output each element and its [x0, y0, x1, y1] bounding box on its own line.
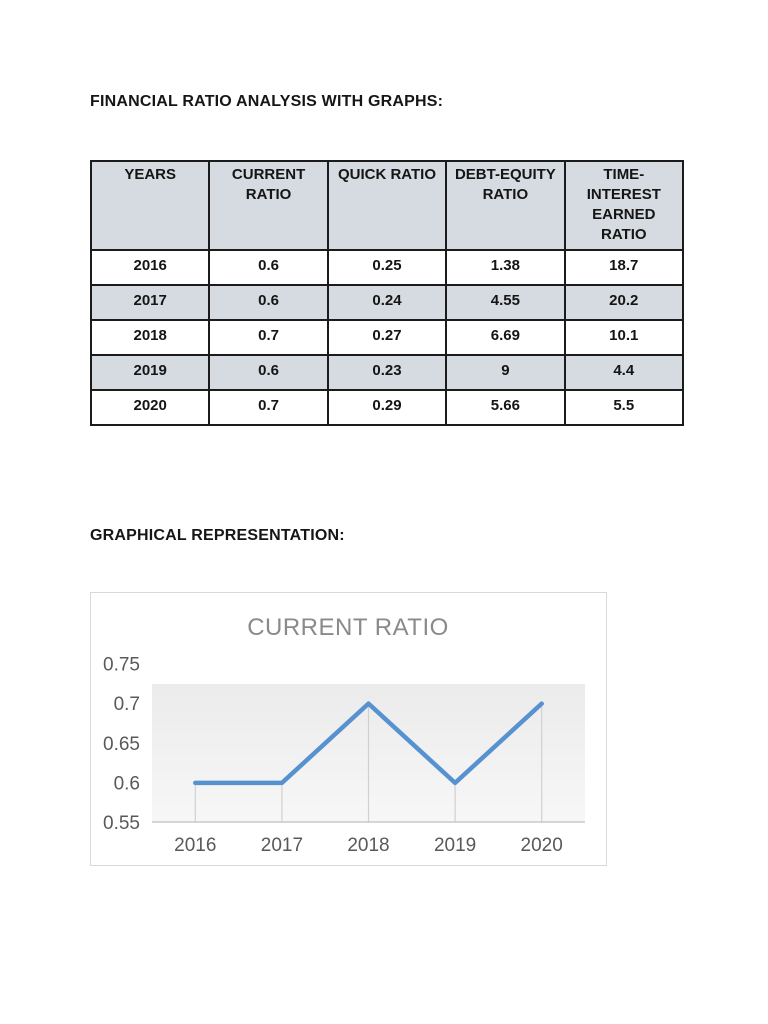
table-row-2016: 2016 0.6 0.25 1.38 18.7	[89, 249, 685, 286]
table-header-current-ratio: CURRENT RATIO	[208, 160, 329, 251]
year-cell: 2018	[89, 319, 211, 356]
x-tick-label: 2017	[261, 835, 303, 856]
debt-equity-cell: 4.55	[445, 284, 566, 321]
table-row-2019: 2019 0.6 0.23 9 4.4	[89, 354, 685, 391]
current-ratio-cell: 0.7	[208, 389, 329, 426]
x-tick-label: 2020	[521, 835, 563, 856]
current-ratio-cell: 0.6	[208, 284, 329, 321]
chart-title: CURRENT RATIO	[247, 614, 449, 641]
table-header-years: YEARS	[89, 160, 211, 251]
current-ratio-chart: 0.55 0.6 0.65 0.7 0.75 2016 2017 2018 2019 2020 …	[90, 592, 607, 866]
debt-equity-cell: 6.69	[445, 319, 566, 356]
table-header-time-interest-earned-ratio: TIME-INTEREST EARNED RATIO	[563, 160, 685, 251]
x-tick-label: 2019	[434, 835, 476, 856]
time-interest-cell: 10.1	[563, 319, 685, 356]
table-header-row: YEARS CURRENT RATIO QUICK RATIO DEBT-EQU…	[89, 160, 685, 251]
financial-ratio-heading: FINANCIAL RATIO ANALYSIS WITH GRAPHS:	[90, 93, 444, 110]
financial-ratio-table: YEARS CURRENT RATIO QUICK RATIO DEBT-EQU…	[89, 160, 685, 426]
quick-ratio-cell: 0.25	[326, 249, 448, 286]
year-cell: 2020	[89, 389, 211, 426]
graphical-representation-heading: GRAPHICAL REPRESENTATION:	[90, 527, 345, 544]
quick-ratio-cell: 0.27	[326, 319, 448, 356]
y-tick-label: 0.7	[114, 694, 140, 715]
year-cell: 2017	[89, 284, 211, 321]
table-header-quick-ratio: QUICK RATIO	[326, 160, 448, 251]
year-cell: 2016	[89, 249, 211, 286]
y-axis-labels: 0.55 0.6 0.65 0.7 0.75	[103, 655, 140, 835]
current-ratio-chart-svg: 0.550.60.650.70.75 2016 2017 2018 2019 2020 …	[103, 614, 585, 856]
y-tick-label: 0.6	[114, 773, 140, 794]
time-interest-cell: 18.7	[563, 249, 685, 286]
x-tick-label: 2018	[347, 835, 389, 856]
current-ratio-cell: 0.6	[208, 249, 329, 286]
x-axis-labels: 2016 2017 2018 2019 2020	[174, 835, 563, 856]
y-tick-label: 0.55	[103, 813, 140, 834]
table-row-2018: 2018 0.7 0.27 6.69 10.1	[89, 319, 685, 356]
debt-equity-cell: 9	[445, 354, 566, 391]
debt-equity-cell: 5.66	[445, 389, 566, 426]
debt-equity-cell: 1.38	[445, 249, 566, 286]
time-interest-cell: 20.2	[563, 284, 685, 321]
quick-ratio-cell: 0.23	[326, 354, 448, 391]
y-tick-label: 0.75	[103, 655, 140, 676]
time-interest-cell: 5.5	[563, 389, 685, 426]
table-row-2017: 2017 0.6 0.24 4.55 20.2	[89, 284, 685, 321]
time-interest-cell: 4.4	[563, 354, 685, 391]
current-ratio-cell: 0.7	[208, 319, 329, 356]
y-tick-label: 0.65	[103, 734, 140, 755]
current-ratio-line-series	[193, 701, 544, 786]
x-tick-label: 2016	[174, 835, 216, 856]
quick-ratio-cell: 0.29	[326, 389, 448, 426]
quick-ratio-cell: 0.24	[326, 284, 448, 321]
current-ratio-cell: 0.6	[208, 354, 329, 391]
table-header-debt-equity-ratio: DEBT-EQUITY RATIO	[445, 160, 566, 251]
table-row-2020: 2020 0.7 0.29 5.66 5.5	[89, 389, 685, 426]
year-cell: 2019	[89, 354, 211, 391]
drop-lines	[194, 703, 543, 822]
